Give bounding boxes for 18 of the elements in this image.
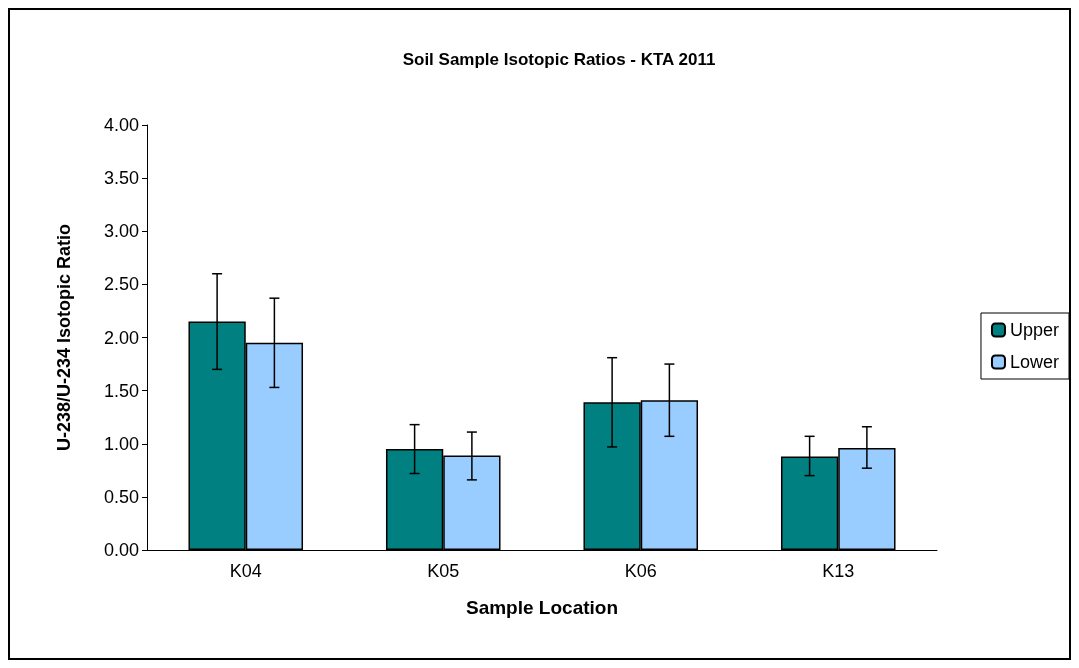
x-tick-label: K05 (427, 561, 460, 581)
y-tick-label: 1.00 (103, 433, 139, 454)
y-tick-label: 2.00 (103, 327, 139, 348)
x-tick-label: K06 (624, 561, 657, 581)
x-tick-label: K04 (229, 561, 262, 581)
y-tick-label: 1.50 (103, 380, 139, 401)
legend-label: Upper (1009, 320, 1060, 340)
y-tick-label: 0.50 (103, 486, 139, 507)
y-tick-label: 0.00 (103, 540, 139, 560)
chart-title: Soil Sample Isotopic Ratios - KTA 2011 (402, 50, 716, 69)
y-tick-label: 3.50 (103, 168, 139, 189)
legend-label: Lower (1009, 352, 1060, 372)
y-tick-label: 2.50 (103, 274, 139, 295)
y-tick-label: 4.00 (103, 115, 139, 135)
y-tick-label: 3.00 (103, 221, 139, 242)
x-axis-title: Sample Location (465, 597, 619, 618)
y-axis-title: U-238/U-234 Isotopic Ratio (54, 223, 74, 452)
x-tick-label: K13 (822, 561, 855, 581)
